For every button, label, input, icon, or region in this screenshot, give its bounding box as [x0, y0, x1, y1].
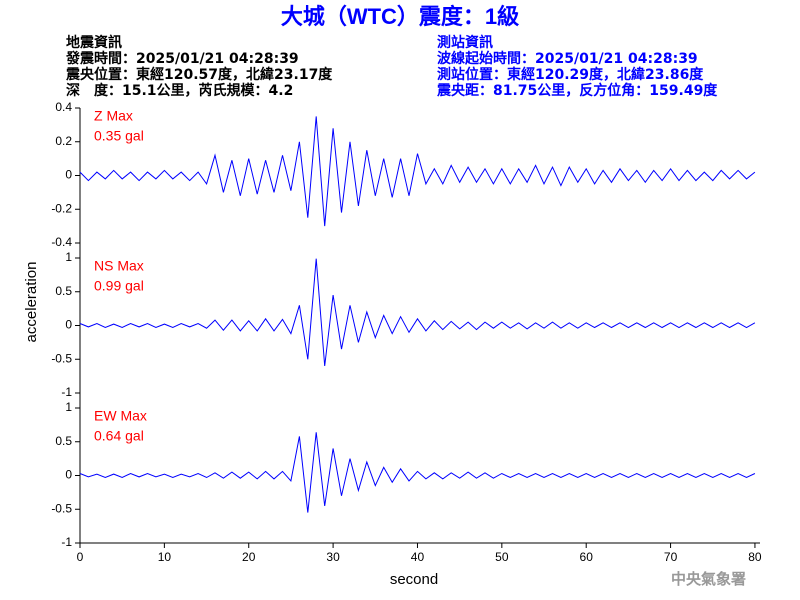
waveform: [79, 116, 756, 227]
x-tick-label: 10: [158, 550, 172, 564]
y-tick-label: -1: [61, 385, 72, 399]
y-tick-label: -0.2: [51, 201, 72, 215]
footer: 中央氣象署: [671, 570, 746, 588]
y-axis-label: acceleration: [23, 262, 40, 343]
info-left: 地震資訊: [66, 34, 122, 51]
info-right: 測站位置：東經120.29度，北緯23.86度: [437, 66, 704, 83]
info-left: 發震時間：2025/01/21 04:28:39: [65, 50, 299, 67]
x-tick-label: 0: [77, 550, 84, 564]
x-tick-label: 20: [242, 550, 256, 564]
info-left: 深 度：15.1公里，芮氏規模：4.2: [66, 82, 293, 99]
series-label: EW Max: [94, 408, 147, 424]
x-tick-label: 40: [411, 550, 425, 564]
series-peak: 0.35 gal: [94, 128, 144, 144]
chart-title: 大城（WTC）震度：1級: [281, 4, 519, 29]
y-tick-label: -0.4: [51, 235, 72, 249]
series-peak: 0.99 gal: [94, 278, 144, 294]
y-tick-label: -0.5: [51, 501, 72, 515]
y-tick-label: 0.4: [55, 100, 72, 114]
y-tick-label: -0.5: [51, 351, 72, 365]
x-tick-label: 70: [664, 550, 678, 564]
x-tick-label: 80: [748, 550, 762, 564]
info-right: 測站資訊: [437, 34, 493, 51]
y-tick-label: 0: [65, 318, 72, 332]
x-tick-label: 50: [495, 550, 509, 564]
waveform: [79, 258, 756, 367]
y-tick-label: 1: [65, 250, 72, 264]
series-label: NS Max: [94, 258, 144, 274]
y-tick-label: 1: [65, 400, 72, 414]
y-tick-label: 0.5: [55, 434, 72, 448]
series-peak: 0.64 gal: [94, 428, 144, 444]
y-tick-label: 0: [65, 168, 72, 182]
info-left: 震央位置：東經120.57度，北緯23.17度: [65, 66, 333, 83]
x-tick-label: 30: [326, 550, 340, 564]
info-right: 波線起始時間：2025/01/21 04:28:39: [437, 50, 698, 67]
x-axis-label: second: [390, 571, 438, 588]
info-right: 震央距：81.75公里，反方位角：159.49度: [436, 82, 718, 99]
y-tick-label: -1: [61, 535, 72, 549]
waveform: [79, 432, 756, 513]
series-label: Z Max: [94, 108, 133, 124]
y-tick-label: 0.2: [55, 134, 72, 148]
y-tick-label: 0: [65, 468, 72, 482]
y-tick-label: 0.5: [55, 284, 72, 298]
x-tick-label: 60: [580, 550, 594, 564]
